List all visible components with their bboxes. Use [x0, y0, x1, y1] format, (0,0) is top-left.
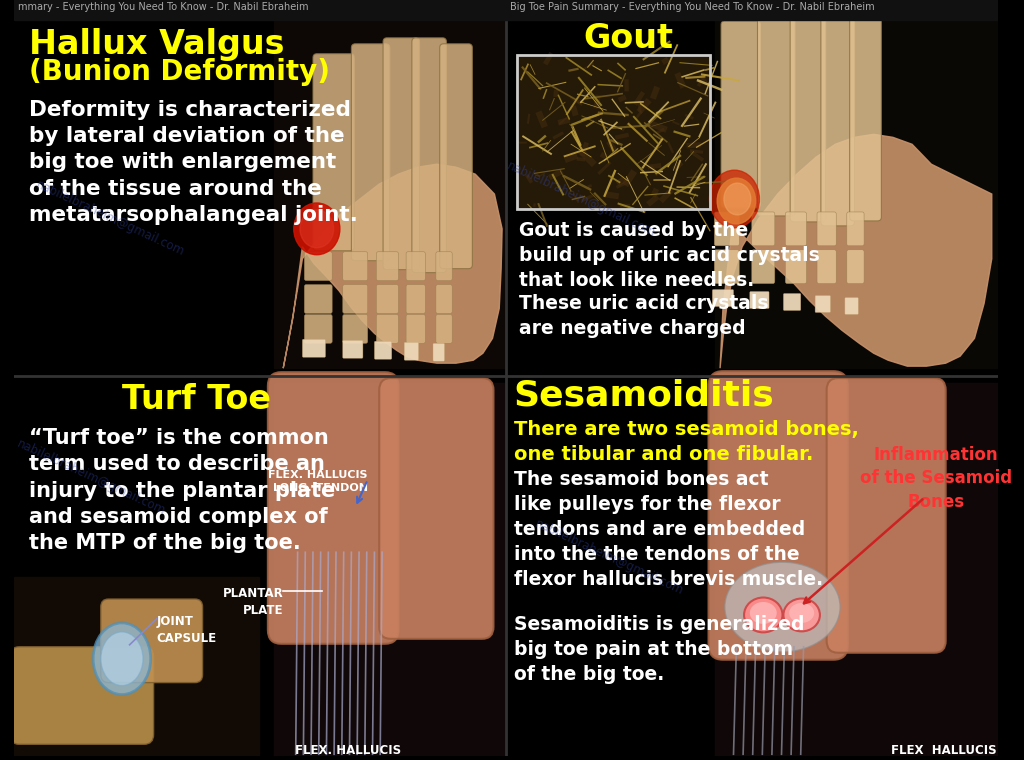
Text: Sesamoiditis is generalized
big toe pain at the bottom
of the big toe.: Sesamoiditis is generalized big toe pain…	[514, 615, 804, 684]
Ellipse shape	[783, 599, 820, 632]
FancyBboxPatch shape	[817, 212, 837, 245]
FancyBboxPatch shape	[404, 342, 419, 360]
FancyBboxPatch shape	[821, 11, 854, 226]
FancyBboxPatch shape	[715, 212, 739, 245]
FancyBboxPatch shape	[815, 296, 830, 312]
Text: JOINT
CAPSULE: JOINT CAPSULE	[157, 615, 217, 645]
FancyBboxPatch shape	[313, 54, 354, 251]
FancyBboxPatch shape	[343, 252, 368, 280]
Text: Deformity is characterized
by lateral deviation of the
big toe with enlargement
: Deformity is characterized by lateral de…	[29, 100, 357, 225]
FancyBboxPatch shape	[715, 250, 739, 283]
Text: mmary - Everything You Need To Know - Dr. Nabil Ebraheim: mmary - Everything You Need To Know - Dr…	[18, 2, 308, 12]
FancyBboxPatch shape	[785, 212, 807, 245]
FancyBboxPatch shape	[407, 315, 425, 344]
Text: There are two sesamoid bones,
one tibular and one fibular.: There are two sesamoid bones, one tibula…	[514, 420, 858, 464]
Text: FLEX. HALLUCIS
LONG. TENDON: FLEX. HALLUCIS LONG. TENDON	[268, 470, 368, 493]
Text: Sesamoiditis: Sesamoiditis	[514, 378, 774, 412]
FancyBboxPatch shape	[436, 252, 453, 280]
FancyBboxPatch shape	[383, 38, 420, 270]
FancyBboxPatch shape	[783, 293, 801, 310]
Polygon shape	[284, 164, 502, 368]
FancyBboxPatch shape	[343, 284, 368, 313]
FancyBboxPatch shape	[721, 21, 761, 208]
FancyBboxPatch shape	[377, 252, 398, 280]
Bar	[716, 383, 997, 756]
FancyBboxPatch shape	[436, 284, 453, 313]
FancyBboxPatch shape	[826, 378, 946, 653]
FancyBboxPatch shape	[100, 599, 203, 682]
FancyBboxPatch shape	[713, 290, 733, 306]
Text: Gout is caused by the
build up of uric acid crystals
that look like needles.: Gout is caused by the build up of uric a…	[519, 221, 820, 290]
Text: Hallux Valgus: Hallux Valgus	[29, 28, 285, 61]
Bar	[517, 55, 710, 209]
Ellipse shape	[725, 562, 840, 652]
Text: Turf Toe: Turf Toe	[122, 383, 271, 416]
Ellipse shape	[717, 178, 756, 224]
Text: nabilelbraheim@gmail.com: nabilelbraheim@gmail.com	[34, 179, 186, 259]
FancyBboxPatch shape	[847, 212, 864, 245]
Text: Gout: Gout	[584, 22, 674, 55]
FancyBboxPatch shape	[407, 252, 425, 280]
FancyBboxPatch shape	[433, 344, 444, 361]
FancyBboxPatch shape	[343, 315, 368, 344]
Text: These uric acid crystals
are negative charged: These uric acid crystals are negative ch…	[519, 293, 769, 337]
Text: nabilelbraheim@gmail.com: nabilelbraheim@gmail.com	[505, 159, 657, 239]
Text: FLEX. HALLUCIS: FLEX. HALLUCIS	[296, 744, 401, 757]
FancyBboxPatch shape	[377, 315, 398, 344]
FancyBboxPatch shape	[750, 292, 769, 309]
Text: “Turf toe” is the common
term used to describe an
injury to the plantar plate
an: “Turf toe” is the common term used to de…	[29, 428, 335, 553]
Bar	[273, 383, 506, 756]
FancyBboxPatch shape	[752, 212, 775, 245]
FancyBboxPatch shape	[850, 16, 882, 221]
Ellipse shape	[710, 170, 760, 228]
FancyBboxPatch shape	[845, 297, 858, 315]
Bar	[273, 10, 506, 368]
Text: Big Toe Pain Summary - Everything You Need To Know - Dr. Nabil Ebraheim: Big Toe Pain Summary - Everything You Ne…	[510, 2, 874, 12]
Text: PLANTAR
PLATE: PLANTAR PLATE	[222, 587, 284, 617]
Ellipse shape	[300, 210, 334, 248]
FancyBboxPatch shape	[375, 341, 392, 359]
Text: Inflammation
of the Sesamoid
Bones: Inflammation of the Sesamoid Bones	[860, 446, 1012, 511]
FancyBboxPatch shape	[785, 250, 807, 283]
Ellipse shape	[750, 602, 777, 624]
FancyBboxPatch shape	[439, 44, 472, 269]
Ellipse shape	[724, 183, 751, 215]
Bar	[14, 577, 259, 756]
FancyBboxPatch shape	[758, 14, 795, 216]
FancyBboxPatch shape	[709, 371, 848, 660]
FancyBboxPatch shape	[752, 250, 775, 283]
FancyBboxPatch shape	[847, 250, 864, 283]
FancyBboxPatch shape	[302, 339, 326, 357]
Text: FLEX  HALLUCIS: FLEX HALLUCIS	[891, 744, 996, 757]
Bar	[506, 0, 997, 20]
FancyBboxPatch shape	[412, 38, 446, 273]
FancyBboxPatch shape	[304, 252, 332, 280]
Text: nabilelbraheim@gmail.com: nabilelbraheim@gmail.com	[534, 517, 686, 597]
Ellipse shape	[100, 632, 143, 686]
Polygon shape	[720, 135, 992, 368]
FancyBboxPatch shape	[304, 284, 332, 313]
Ellipse shape	[744, 597, 782, 632]
FancyBboxPatch shape	[817, 250, 837, 283]
FancyBboxPatch shape	[351, 44, 390, 261]
Bar	[716, 5, 997, 368]
FancyBboxPatch shape	[377, 284, 398, 313]
FancyBboxPatch shape	[268, 372, 398, 644]
Ellipse shape	[294, 203, 340, 255]
FancyBboxPatch shape	[343, 340, 362, 358]
Ellipse shape	[93, 623, 151, 695]
FancyBboxPatch shape	[407, 284, 425, 313]
FancyBboxPatch shape	[436, 315, 453, 344]
FancyBboxPatch shape	[304, 315, 332, 344]
FancyBboxPatch shape	[9, 647, 154, 744]
Text: The sesamoid bones act
like pulleys for the flexor
tendons and are embedded
into: The sesamoid bones act like pulleys for …	[514, 470, 822, 589]
Ellipse shape	[790, 603, 814, 623]
Bar	[517, 55, 710, 209]
Bar	[14, 0, 506, 20]
FancyBboxPatch shape	[379, 378, 494, 639]
Text: (Bunion Deformity): (Bunion Deformity)	[29, 58, 330, 86]
FancyBboxPatch shape	[791, 10, 825, 222]
Text: nabilelbraheim@gmail.com: nabilelbraheim@gmail.com	[14, 438, 168, 518]
